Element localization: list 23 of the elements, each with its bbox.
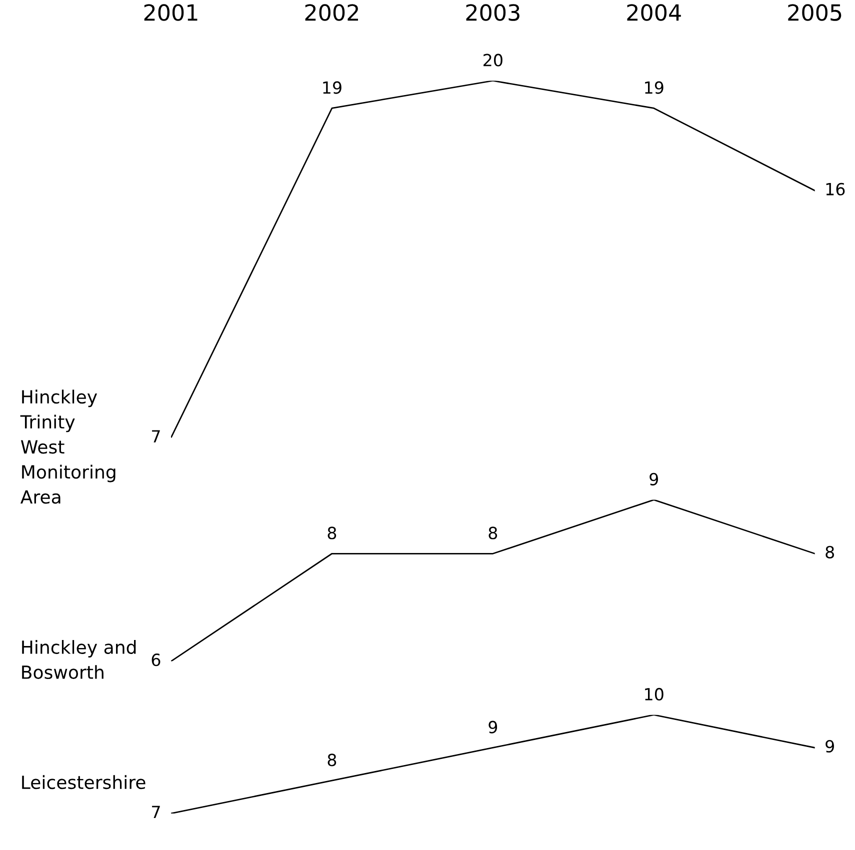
x-tick-label: 2005: [788, 4, 842, 21]
data-label: 6: [152, 654, 160, 666]
x-tick-label: 2004: [627, 4, 681, 21]
data-label: 10: [645, 688, 664, 701]
data-label: 8: [826, 546, 834, 558]
x-tick-label: 2001: [144, 4, 198, 21]
data-label: 8: [328, 526, 336, 540]
data-label: 19: [323, 81, 342, 94]
text: Hinckley Trinity West Monitoring Area: [20, 390, 116, 504]
data-label: 7: [152, 806, 160, 818]
data-label: 9: [826, 740, 834, 753]
x-tick-label: 2003: [466, 4, 520, 21]
data-label: 20: [484, 54, 502, 66]
data-label: 19: [645, 81, 664, 94]
data-label: 9: [650, 472, 658, 486]
data-label: 8: [328, 754, 336, 766]
series-label: Hinckley and Bosworth: [22, 640, 136, 680]
x-tick-label: 2002: [305, 4, 358, 21]
series-label: Leicestershire: [22, 775, 146, 790]
data-label: 7: [152, 430, 160, 442]
data-label: 16: [826, 182, 845, 196]
data-label: 8: [488, 526, 498, 540]
data-label: 9: [488, 720, 498, 734]
